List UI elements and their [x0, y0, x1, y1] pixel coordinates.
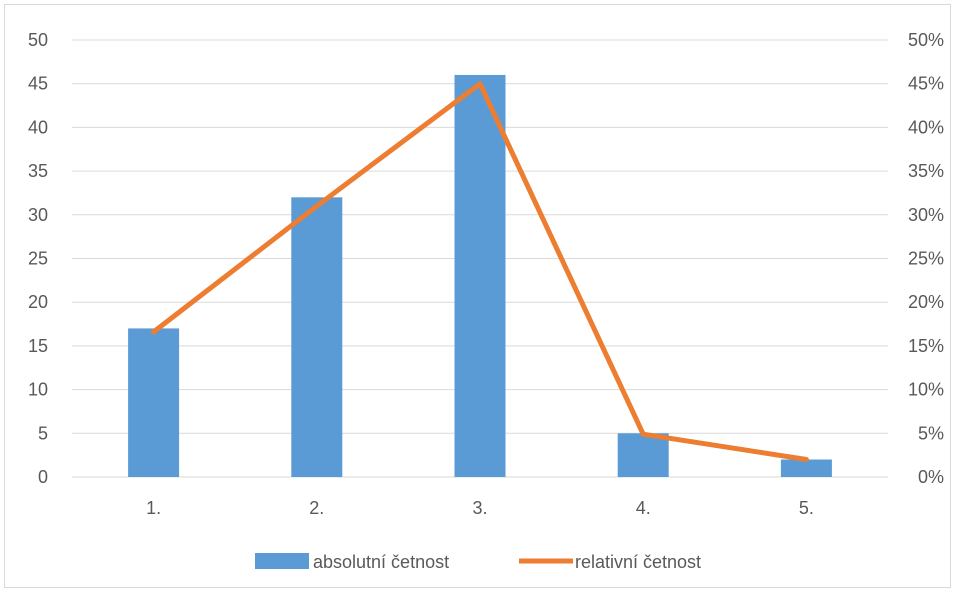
category-label: 2.	[309, 498, 324, 518]
right-tick-label: 20%	[908, 292, 944, 312]
left-tick-label: 50	[28, 30, 48, 50]
bar-series	[128, 75, 832, 477]
left-tick-label: 40	[28, 117, 48, 137]
right-tick-label: 0%	[918, 467, 944, 487]
right-tick-label: 50%	[908, 30, 944, 50]
category-axis: 1. 2. 3. 4. 5.	[146, 498, 814, 518]
right-tick-label: 25%	[908, 249, 944, 269]
right-tick-label: 10%	[908, 380, 944, 400]
legend-label-line: relativní četnost	[575, 552, 701, 572]
bar	[128, 328, 179, 477]
category-label: 5.	[799, 498, 814, 518]
left-tick-label: 0	[38, 467, 48, 487]
left-axis: 0 5 10 15 20 25 30 35 40 45 50	[28, 30, 48, 487]
left-tick-label: 15	[28, 336, 48, 356]
right-tick-label: 40%	[908, 117, 944, 137]
right-tick-label: 5%	[918, 423, 944, 443]
left-tick-label: 5	[38, 423, 48, 443]
bar	[455, 75, 506, 477]
right-tick-label: 35%	[908, 161, 944, 181]
legend-swatch-bar	[255, 553, 309, 569]
category-label: 3.	[472, 498, 487, 518]
right-tick-label: 15%	[908, 336, 944, 356]
category-label: 4.	[636, 498, 651, 518]
left-tick-label: 30	[28, 205, 48, 225]
bar	[618, 433, 669, 477]
left-tick-label: 35	[28, 161, 48, 181]
left-tick-label: 45	[28, 74, 48, 94]
left-tick-label: 20	[28, 292, 48, 312]
right-tick-label: 45%	[908, 74, 944, 94]
left-tick-label: 10	[28, 380, 48, 400]
legend: absolutní četnost relativní četnost	[255, 552, 701, 572]
right-tick-label: 30%	[908, 205, 944, 225]
bar	[291, 197, 342, 477]
left-tick-label: 25	[28, 249, 48, 269]
right-axis: 0% 5% 10% 15% 20% 25% 30% 35% 40% 45% 50%	[908, 30, 944, 487]
legend-label-bar: absolutní četnost	[313, 552, 449, 572]
category-label: 1.	[146, 498, 161, 518]
bar	[781, 460, 832, 477]
